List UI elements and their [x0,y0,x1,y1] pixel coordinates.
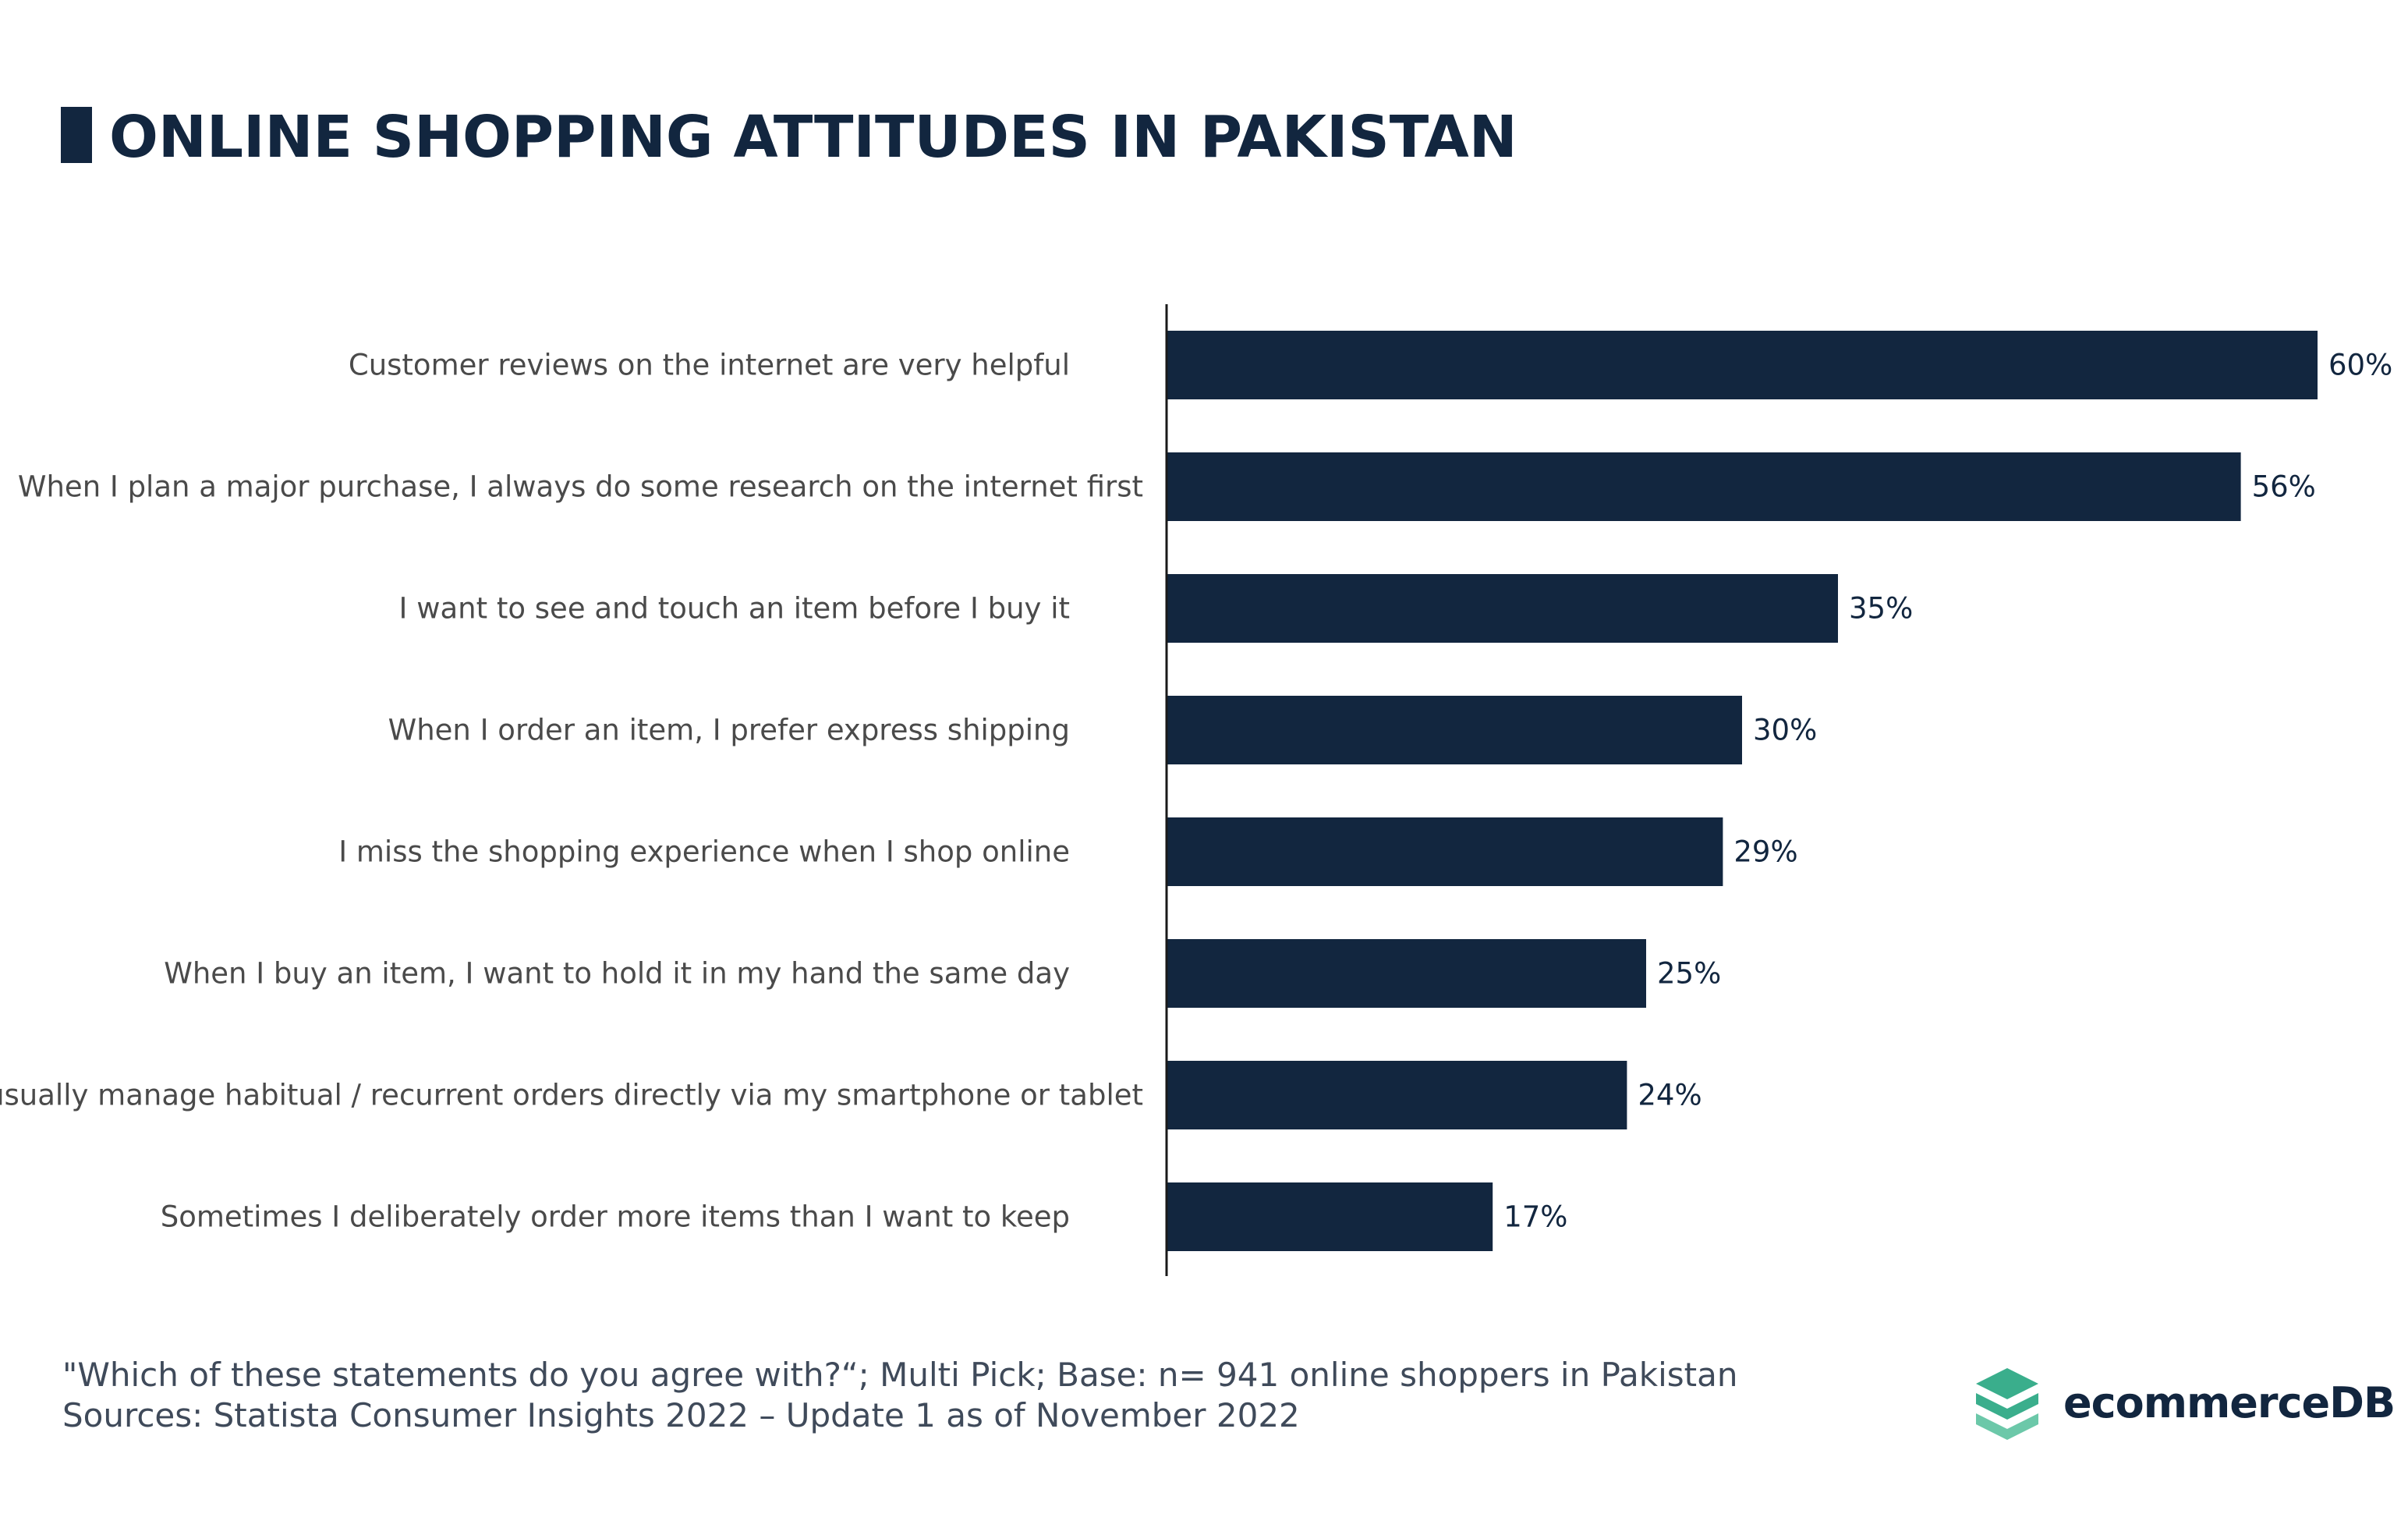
ecommercedb-logo: ecommerceDB [1971,1363,2396,1441]
bar-5 [1167,817,1723,886]
footer-source: Sources: Statista Consumer Insights 2022… [62,1396,1300,1434]
value-label-4: 30% [1753,714,1817,747]
category-label-6: When I buy an item, I want to hold it in… [164,957,1070,991]
bar-7 [1167,1061,1627,1129]
category-label-5: I miss the shopping experience when I sh… [338,835,1070,869]
ecommercedb-logo-icon [1976,1368,2038,1440]
category-label-3: I want to see and touch an item before I… [399,592,1070,626]
category-label-2: When I plan a major purchase, I always d… [18,470,1143,504]
bars-layer: Customer reviews on the internet are ver… [0,331,2392,1251]
bar-8 [1167,1182,1493,1251]
bar-4 [1167,696,1742,764]
value-label-2: 56% [2252,470,2316,504]
bar-6 [1167,939,1646,1008]
bar-3 [1167,574,1838,643]
value-label-5: 29% [1733,835,1797,869]
category-label-8: Sometimes I deliberately order more item… [161,1200,1070,1234]
value-label-8: 17% [1503,1200,1567,1234]
footer-note: "Which of these statements do you agree … [62,1355,1737,1436]
logo-text: ecommerceDB [2063,1377,2396,1427]
value-label-1: 60% [2328,349,2392,382]
value-label-6: 25% [1657,957,1721,991]
chart-title: ONLINE SHOPPING ATTITUDES IN PAKISTAN [109,104,1517,171]
category-label-7: I usually manage habitual / recurrent or… [0,1079,1143,1112]
bar-2 [1167,452,2241,521]
value-label-7: 24% [1638,1079,1702,1112]
category-label-4: When I order an item, I prefer express s… [388,714,1070,747]
category-label-1: Customer reviews on the internet are ver… [349,349,1070,382]
title-marker [61,107,92,163]
footer-question: "Which of these statements do you agree … [62,1356,1738,1394]
bar-1 [1167,331,2318,399]
value-label-3: 35% [1849,592,1913,626]
